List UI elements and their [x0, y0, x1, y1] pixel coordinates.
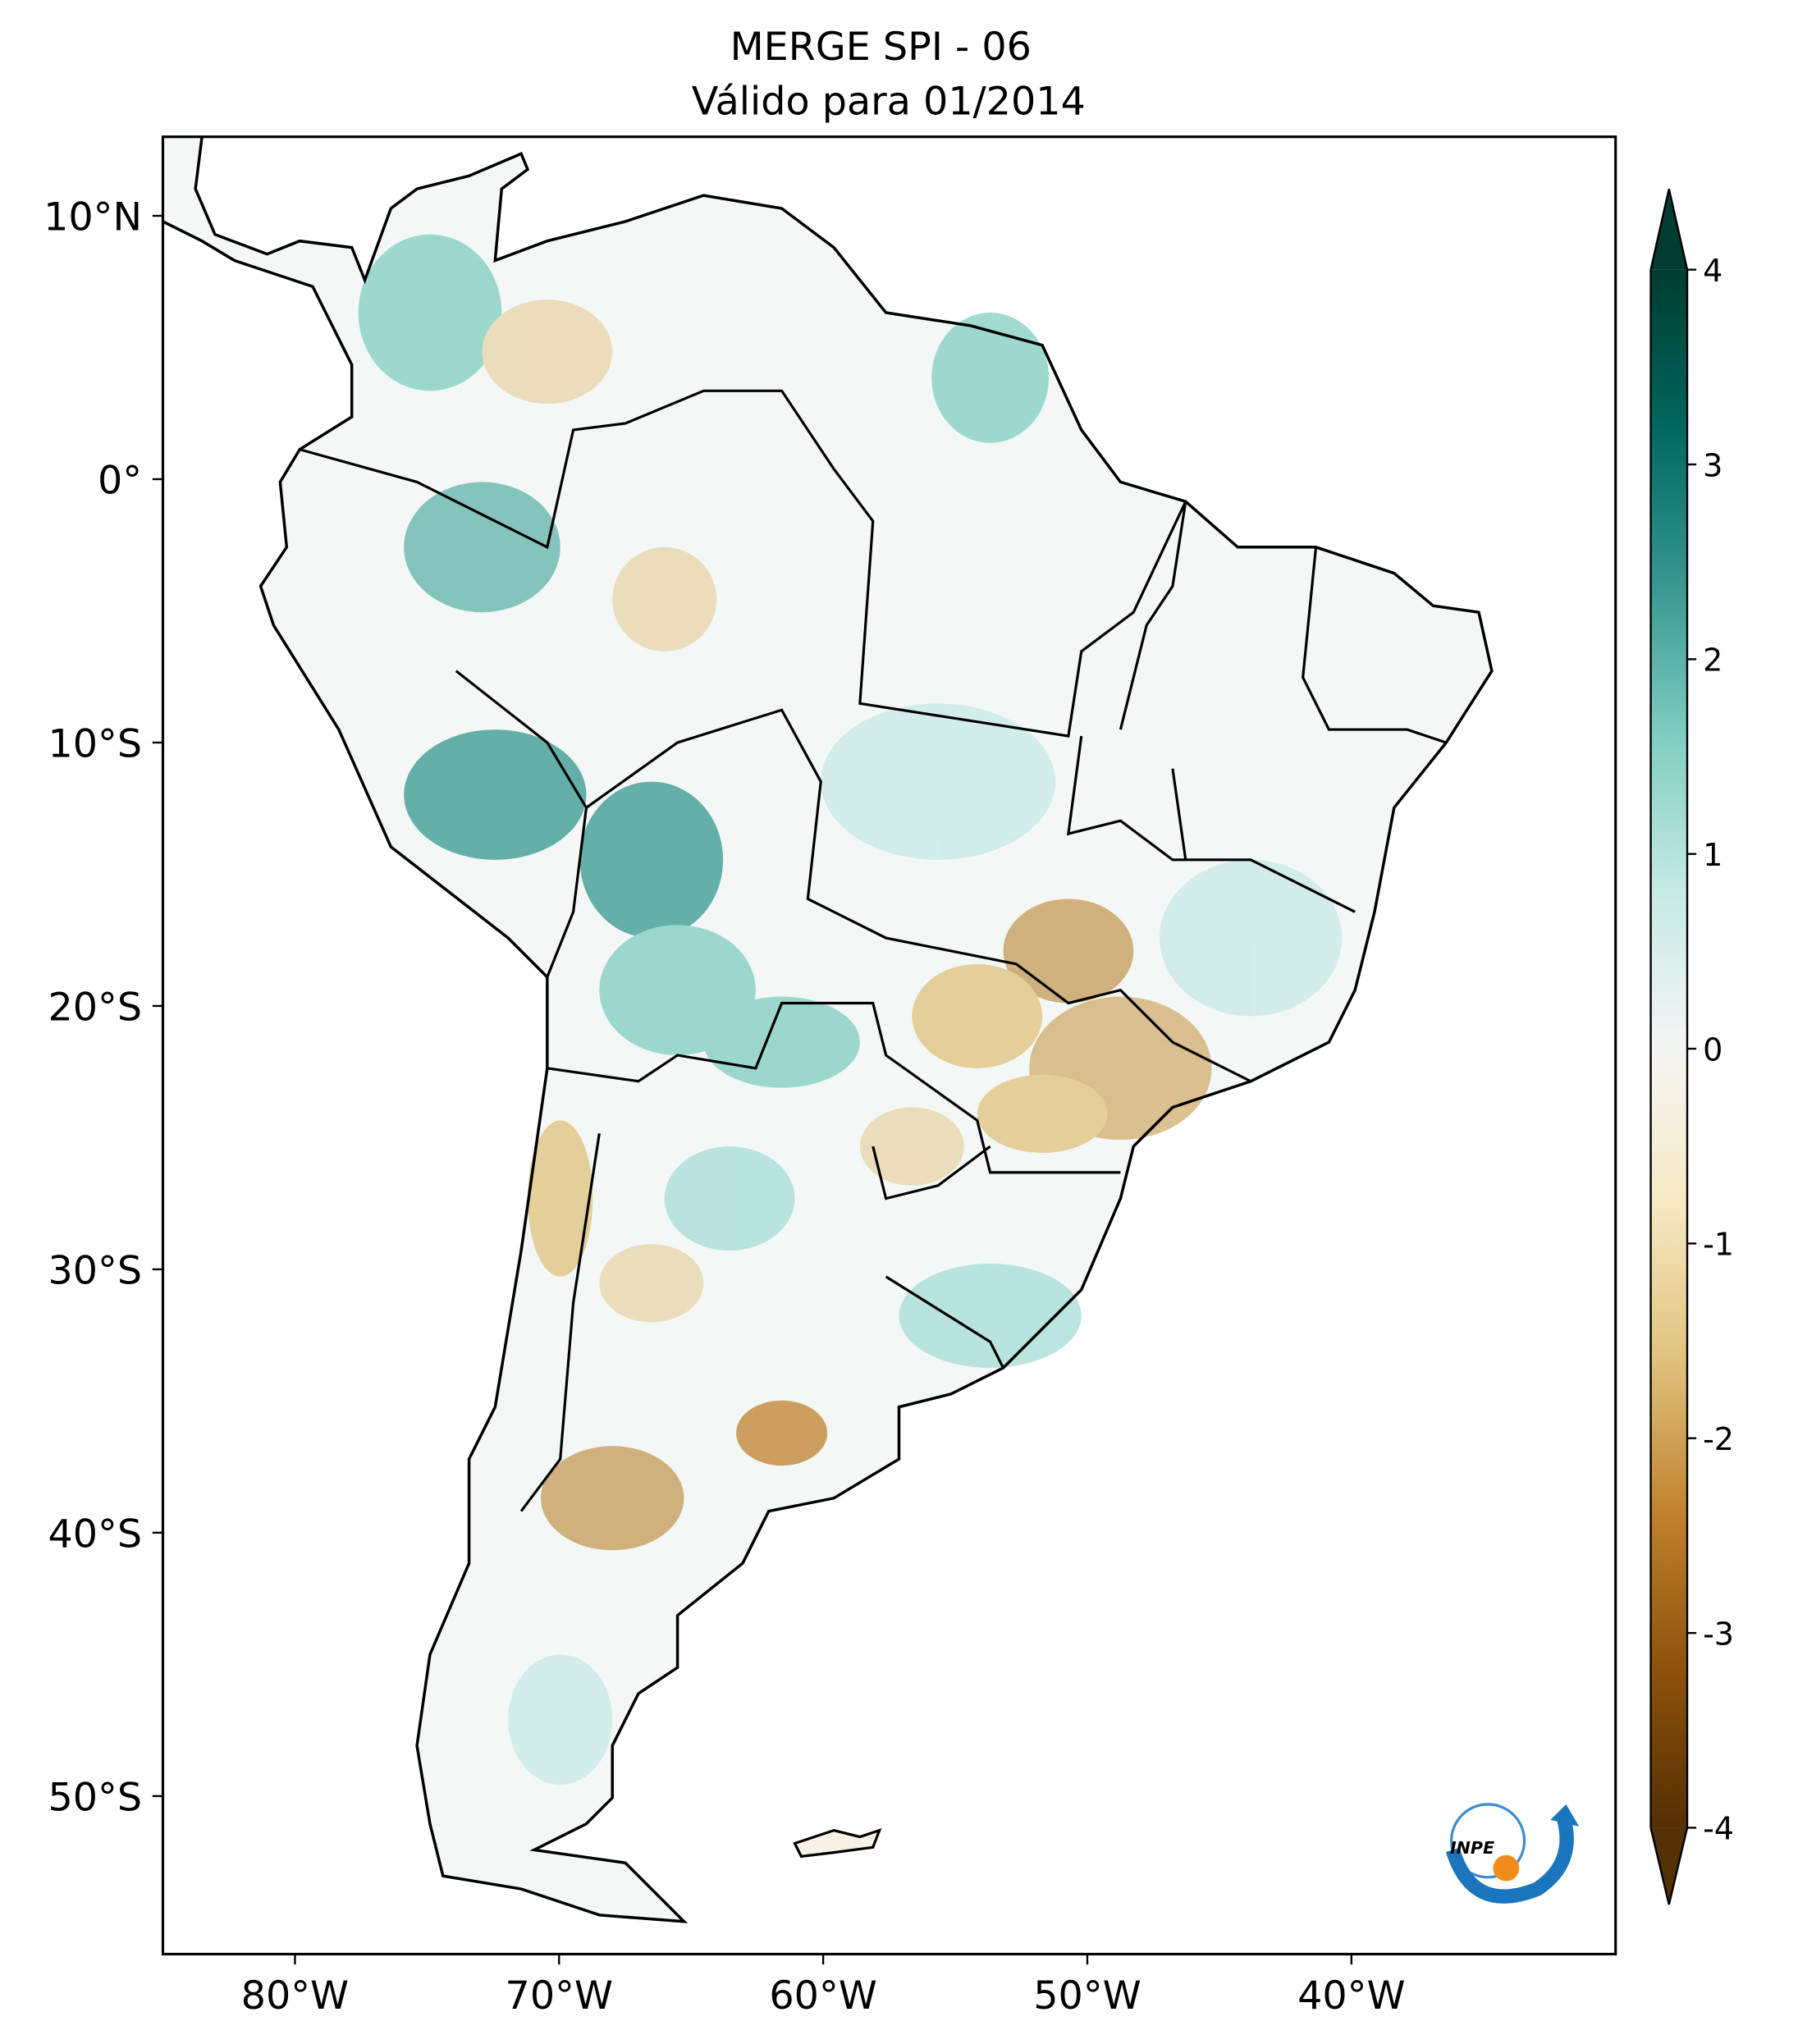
y-tick-label: 10°N: [43, 194, 142, 240]
colorbar-tick-label: 0: [1703, 1031, 1723, 1068]
y-tick-label: 0°: [98, 458, 142, 503]
colorbar-extend-min: [1649, 1827, 1689, 1905]
x-tick-label: 80°W: [241, 1973, 349, 2019]
colorbar-tick-label: -3: [1703, 1616, 1734, 1652]
colorbar-tick-label: 3: [1703, 447, 1723, 483]
falklands: [793, 1828, 882, 1859]
axes: 80°W 70°W 60°W 50°W 40°W 10°N 0° 10°S 20°S 30°S 40…: [43, 194, 1405, 2019]
colorbar-tick-label: -2: [1703, 1421, 1734, 1457]
y-tick-label: 50°S: [48, 1775, 142, 1820]
map-frame: [161, 135, 1617, 1956]
title: MERGE SPI - 06: [730, 25, 1032, 70]
field-patches: [358, 234, 1343, 1786]
logo-text: INPE: [1450, 1838, 1494, 1858]
map-area: [162, 136, 1494, 1923]
colorbar-tick-label: -1: [1703, 1227, 1734, 1263]
colorbar-tick-label: 4: [1703, 253, 1723, 289]
logo: INPE: [1445, 1803, 1580, 1904]
colorbar-tick-label: 1: [1703, 837, 1723, 873]
colorbar-extend-max: [1649, 188, 1689, 270]
x-tick-label: 70°W: [506, 1973, 613, 2019]
colorbar-tick-label: -4: [1703, 1811, 1734, 1847]
y-tick-label: 10°S: [48, 721, 142, 766]
colorbar-body: [1650, 269, 1688, 1828]
subtitle: Válido para 01/2014: [692, 80, 1086, 125]
y-tick-label: 30°S: [48, 1248, 142, 1293]
coastline: [162, 136, 1494, 1923]
borders: [299, 389, 1447, 1512]
x-tick-label: 60°W: [769, 1973, 876, 2019]
y-tick-label: 40°S: [48, 1511, 142, 1557]
x-tick-label: 40°W: [1297, 1973, 1405, 2019]
colorbar-tick-label: 2: [1703, 642, 1723, 679]
colorbar-ticks: -4 -3 -2 -1 0 1 2 3 4: [1687, 253, 1734, 1847]
y-tick-label: 20°S: [48, 985, 142, 1030]
x-tick-label: 50°W: [1033, 1973, 1141, 2019]
